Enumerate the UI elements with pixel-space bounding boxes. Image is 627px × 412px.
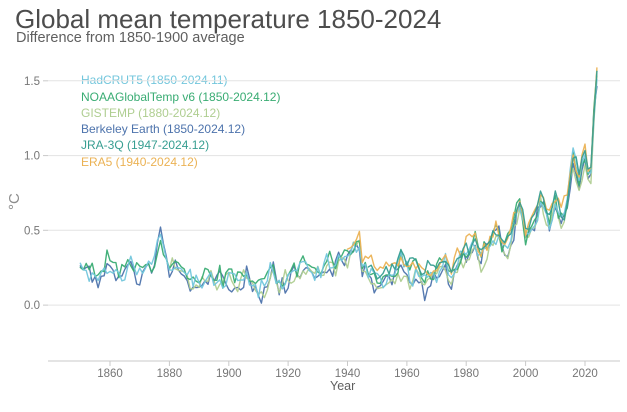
- svg-text:1.0: 1.0: [24, 151, 40, 163]
- svg-text:2020: 2020: [572, 368, 598, 380]
- svg-text:2000: 2000: [513, 368, 539, 380]
- svg-text:1900: 1900: [216, 368, 242, 380]
- svg-text:1.5: 1.5: [24, 76, 40, 88]
- svg-text:1960: 1960: [394, 368, 420, 380]
- svg-text:0.5: 0.5: [24, 225, 40, 237]
- svg-text:1980: 1980: [453, 368, 479, 380]
- svg-text:1880: 1880: [157, 368, 183, 380]
- svg-text:1920: 1920: [275, 368, 301, 380]
- svg-text:0.0: 0.0: [24, 300, 40, 312]
- svg-text:1940: 1940: [335, 368, 361, 380]
- svg-text:1860: 1860: [97, 368, 123, 380]
